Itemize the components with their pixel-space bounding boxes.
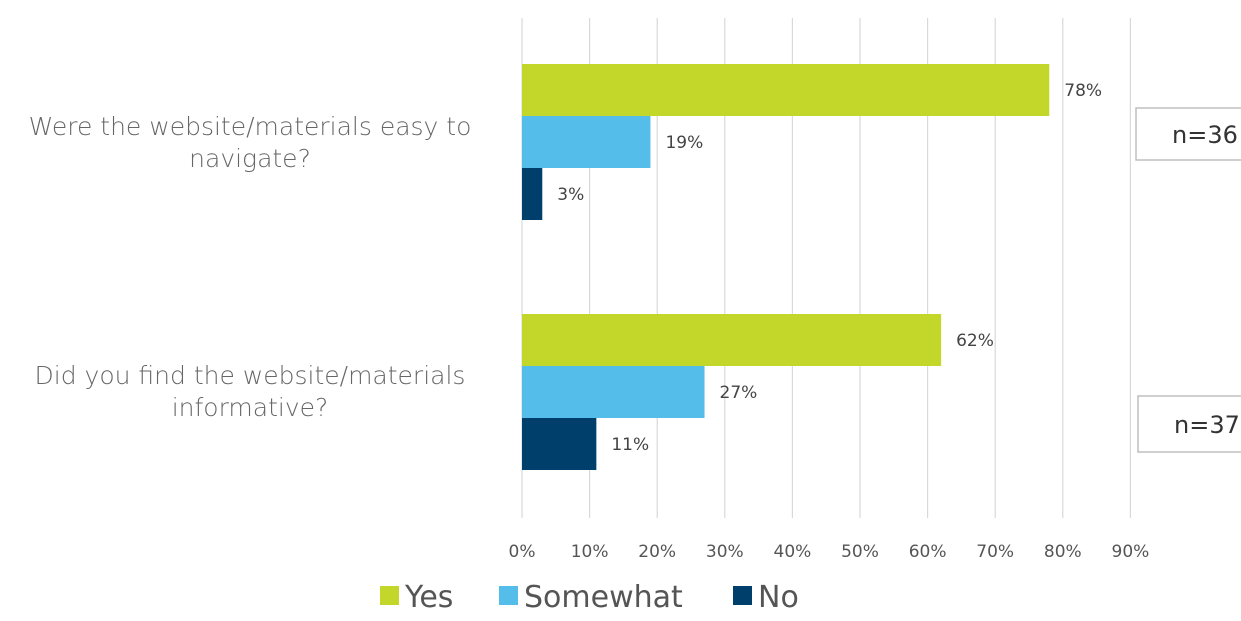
x-tick-label: 90% bbox=[1112, 542, 1150, 562]
sample-size-notes: n=36 n=37 bbox=[1135, 107, 1241, 453]
data-labels: 78% 19% 3% 62% 27% 11% bbox=[557, 81, 1102, 455]
legend-label-yes: Yes bbox=[404, 580, 453, 615]
x-tick-label: 50% bbox=[841, 542, 879, 562]
x-axis-tick-labels: 0% 10% 20% 30% 40% 50% 60% 70% 80% 90% bbox=[509, 542, 1150, 562]
bars bbox=[522, 64, 1050, 470]
x-tick-label: 30% bbox=[706, 542, 744, 562]
bar-no-2 bbox=[522, 418, 597, 470]
legend-label-no: No bbox=[758, 580, 799, 615]
x-tick-label: 70% bbox=[976, 542, 1014, 562]
data-label-no-1: 3% bbox=[557, 185, 584, 205]
sample-size-text: n=37 bbox=[1174, 411, 1240, 439]
bar-yes-1 bbox=[522, 64, 1050, 116]
category-label-2-line-1: Did you find the website/materials bbox=[35, 361, 466, 390]
category-label-1-line-2: navigate? bbox=[189, 144, 311, 173]
data-label-no-2: 11% bbox=[611, 435, 649, 455]
legend-swatch-yes bbox=[380, 586, 399, 605]
sample-size-box bbox=[1135, 107, 1241, 161]
legend: Yes Somewhat No bbox=[380, 580, 799, 615]
x-tick-label: 60% bbox=[909, 542, 947, 562]
data-label-yes-1: 78% bbox=[1064, 81, 1102, 101]
data-label-yes-2: 62% bbox=[956, 331, 994, 351]
legend-swatch-somewhat bbox=[499, 586, 518, 605]
category-label-1-line-1: Were the website/materials easy to bbox=[29, 112, 472, 141]
sample-size-box bbox=[1137, 395, 1241, 453]
x-tick-label: 10% bbox=[571, 542, 609, 562]
bar-somewhat-1 bbox=[522, 116, 651, 168]
data-label-somewhat-2: 27% bbox=[720, 383, 758, 403]
data-label-somewhat-1: 19% bbox=[665, 133, 703, 153]
x-tick-label: 20% bbox=[638, 542, 676, 562]
bar-somewhat-2 bbox=[522, 366, 705, 418]
category-label-2-line-2: informative? bbox=[172, 393, 329, 422]
sample-size-text: n=36 bbox=[1172, 121, 1238, 149]
bar-no-1 bbox=[522, 168, 543, 220]
x-tick-label: 40% bbox=[774, 542, 812, 562]
category-labels: Were the website/materials easy to naviga… bbox=[29, 112, 472, 422]
legend-label-somewhat: Somewhat bbox=[524, 580, 683, 615]
x-tick-label: 80% bbox=[1044, 542, 1082, 562]
x-tick-label: 0% bbox=[509, 542, 536, 562]
legend-swatch-no bbox=[733, 586, 752, 605]
bar-yes-2 bbox=[522, 314, 942, 366]
